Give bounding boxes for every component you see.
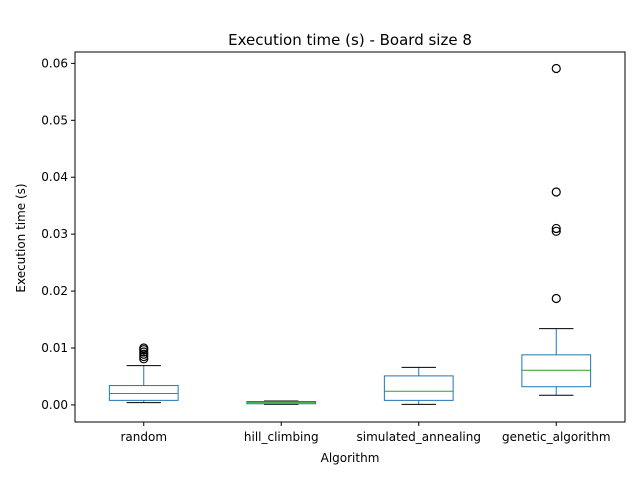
x-tick-label: genetic_algorithm	[502, 430, 611, 444]
box-random	[108, 385, 179, 401]
outlier-point-genetic-algorithm	[551, 223, 561, 234]
y-tick-label: 0.02	[41, 284, 68, 298]
y-tick-label: 0.01	[41, 341, 68, 355]
chart-title: Execution time (s) - Board size 8	[228, 31, 472, 49]
y-axis-label: Execution time (s)	[14, 183, 28, 292]
y-tick-label: 0.03	[41, 227, 68, 241]
box-simulated-annealing	[383, 375, 454, 401]
outlier-point-genetic-algorithm	[551, 187, 561, 197]
y-tick-label: 0.04	[41, 170, 68, 184]
outlier-point-genetic-algorithm	[551, 293, 561, 304]
y-tick-label: 0.06	[41, 56, 68, 70]
outlier-point-random	[139, 347, 149, 357]
outlier-point-genetic-algorithm	[551, 226, 561, 236]
y-tick-label: 0.00	[41, 398, 68, 412]
x-tick-label: hill_climbing	[244, 430, 319, 444]
outlier-point-random	[139, 343, 149, 353]
y-tick-label: 0.05	[41, 113, 68, 127]
plot-area: 0.00 0.01 0.02 0.03 0.04 0.05 0.06 random hill_c…	[41, 51, 626, 444]
x-tick-label: random	[120, 430, 167, 444]
x-axis-label: Algorithm	[321, 451, 380, 465]
x-tick-label: simulated_annealing	[357, 430, 481, 444]
outlier-point-random	[139, 349, 149, 359]
outlier-point-genetic-algorithm	[551, 63, 561, 74]
box-genetic-algorithm	[521, 354, 592, 388]
plot-frame	[74, 51, 626, 423]
outlier-point-random	[139, 354, 149, 364]
